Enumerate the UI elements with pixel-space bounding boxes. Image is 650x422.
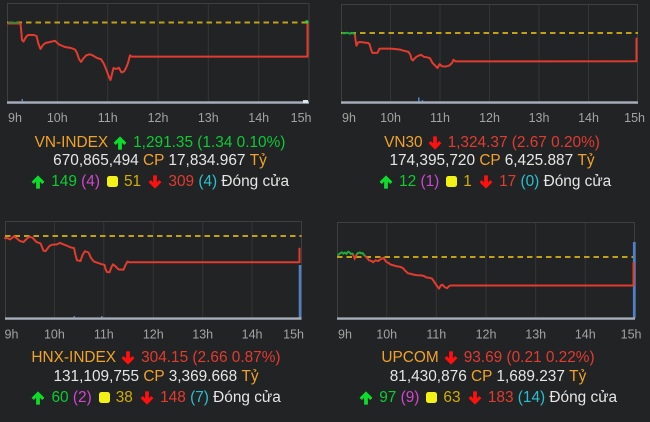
svg-text:14h: 14h [575,328,596,342]
svg-text:9h: 9h [342,111,356,125]
svg-text:12h: 12h [476,328,497,342]
svg-text:10h: 10h [47,111,68,125]
svg-text:13h: 13h [529,111,550,125]
svg-text:11h: 11h [430,111,450,125]
svg-text:13h: 13h [198,111,219,125]
svg-text:15h: 15h [624,111,645,125]
svg-text:14h: 14h [248,111,269,125]
svg-text:12h: 12h [143,328,164,342]
svg-text:10h: 10h [376,328,397,342]
svg-text:10h: 10h [44,328,65,342]
svg-text:15h: 15h [621,328,642,342]
svg-text:13h: 13h [192,328,213,342]
svg-text:13h: 13h [525,328,546,342]
svg-text:14h: 14h [578,111,599,125]
svg-text:11h: 11h [426,328,446,342]
svg-text:14h: 14h [242,328,263,342]
svg-text:12h: 12h [479,111,500,125]
svg-text:9h: 9h [8,111,22,125]
svg-text:15h: 15h [291,111,312,125]
svg-text:11h: 11h [94,328,114,342]
svg-text:12h: 12h [148,111,169,125]
svg-text:15h: 15h [283,328,304,342]
svg-text:11h: 11h [98,111,118,125]
svg-text:9h: 9h [5,328,19,342]
svg-text:9h: 9h [338,328,352,342]
svg-text:10h: 10h [380,111,401,125]
